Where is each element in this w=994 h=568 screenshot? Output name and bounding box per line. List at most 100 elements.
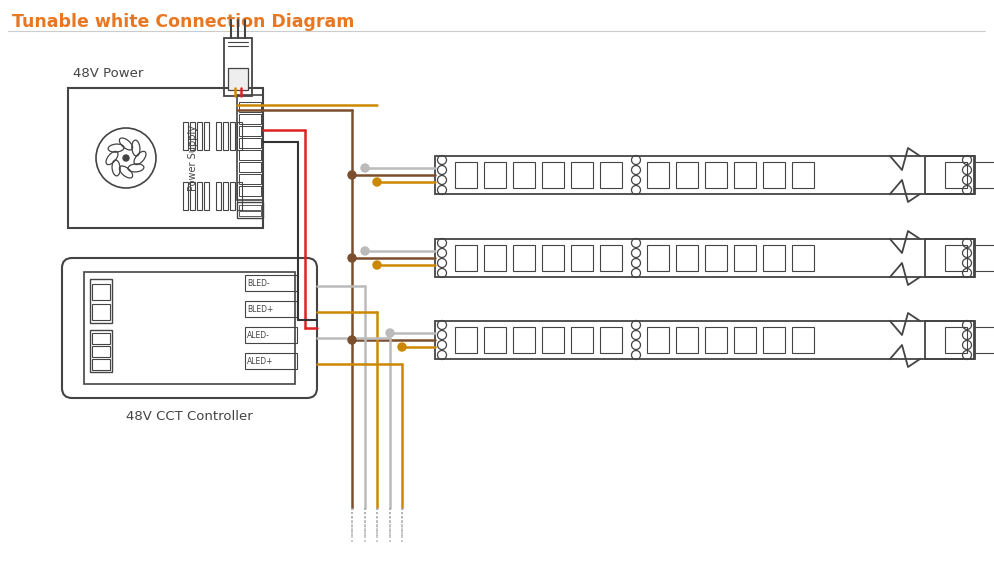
Bar xyxy=(237,122,242,149)
Circle shape xyxy=(398,343,406,351)
Text: BLED-: BLED- xyxy=(247,278,269,287)
Bar xyxy=(571,245,592,271)
Bar xyxy=(230,182,235,210)
Bar xyxy=(245,327,296,343)
Bar xyxy=(223,182,228,210)
Bar xyxy=(239,150,260,160)
Bar xyxy=(646,327,668,353)
Bar xyxy=(454,162,476,188)
Bar xyxy=(571,327,592,353)
Bar xyxy=(924,156,973,194)
Text: Power Supply: Power Supply xyxy=(188,125,198,191)
Bar xyxy=(973,245,994,271)
Bar xyxy=(434,156,974,194)
Circle shape xyxy=(361,164,369,172)
Bar xyxy=(762,162,784,188)
Bar xyxy=(973,327,994,353)
Text: 48V CCT Controller: 48V CCT Controller xyxy=(125,410,252,423)
Bar xyxy=(237,95,262,200)
Bar xyxy=(454,327,476,353)
Circle shape xyxy=(348,254,356,262)
Bar xyxy=(705,327,727,353)
Bar xyxy=(237,182,242,210)
Bar xyxy=(228,68,248,90)
Bar xyxy=(791,162,813,188)
Bar xyxy=(245,301,296,317)
Bar xyxy=(973,162,994,188)
Bar xyxy=(239,205,260,210)
Bar xyxy=(944,162,966,188)
Bar xyxy=(599,245,621,271)
Bar xyxy=(542,327,564,353)
Bar xyxy=(675,245,698,271)
Bar xyxy=(197,182,202,210)
Bar xyxy=(483,162,506,188)
Bar xyxy=(89,330,112,372)
Bar xyxy=(734,162,755,188)
Bar xyxy=(83,272,294,384)
Bar xyxy=(734,327,755,353)
Circle shape xyxy=(373,261,381,269)
Bar xyxy=(183,182,188,210)
Bar xyxy=(599,327,621,353)
Bar xyxy=(216,182,221,210)
Text: BLED+: BLED+ xyxy=(247,304,273,314)
Bar xyxy=(91,359,110,370)
Bar xyxy=(646,245,668,271)
Bar xyxy=(183,122,188,149)
Circle shape xyxy=(123,155,129,161)
Bar xyxy=(239,186,260,196)
Bar xyxy=(91,304,110,320)
Bar xyxy=(68,88,262,228)
Bar xyxy=(924,239,973,277)
Bar xyxy=(483,245,506,271)
Circle shape xyxy=(386,329,394,337)
Bar xyxy=(223,122,228,149)
Bar xyxy=(791,327,813,353)
Text: 48V Power: 48V Power xyxy=(73,67,143,80)
Bar xyxy=(239,126,260,136)
Bar xyxy=(89,279,112,323)
Bar xyxy=(675,327,698,353)
Bar xyxy=(944,245,966,271)
Bar xyxy=(230,122,235,149)
Bar xyxy=(239,102,260,112)
Bar xyxy=(197,122,202,149)
Bar xyxy=(791,245,813,271)
Bar xyxy=(513,327,535,353)
Text: ALED-: ALED- xyxy=(247,331,269,340)
Bar xyxy=(734,245,755,271)
Bar xyxy=(239,162,260,172)
Bar xyxy=(237,202,262,218)
Bar xyxy=(204,122,209,149)
Bar xyxy=(944,327,966,353)
Bar xyxy=(239,114,260,124)
Bar xyxy=(239,211,260,216)
Bar xyxy=(190,182,195,210)
Bar xyxy=(513,245,535,271)
Bar xyxy=(434,239,974,277)
Bar xyxy=(762,245,784,271)
Bar xyxy=(454,245,476,271)
Bar xyxy=(646,162,668,188)
Bar xyxy=(762,327,784,353)
Bar xyxy=(91,346,110,357)
Bar xyxy=(675,162,698,188)
Bar xyxy=(190,122,195,149)
Bar xyxy=(513,162,535,188)
Bar xyxy=(245,353,296,369)
Bar xyxy=(239,138,260,148)
Bar xyxy=(204,182,209,210)
Bar xyxy=(91,284,110,300)
Circle shape xyxy=(348,336,356,344)
Bar xyxy=(224,38,251,96)
Circle shape xyxy=(348,171,356,179)
Bar xyxy=(245,275,296,291)
Bar xyxy=(91,333,110,344)
Bar xyxy=(483,327,506,353)
Bar xyxy=(216,122,221,149)
Bar xyxy=(434,321,974,359)
Bar xyxy=(924,321,973,359)
Bar xyxy=(571,162,592,188)
Bar xyxy=(239,174,260,184)
